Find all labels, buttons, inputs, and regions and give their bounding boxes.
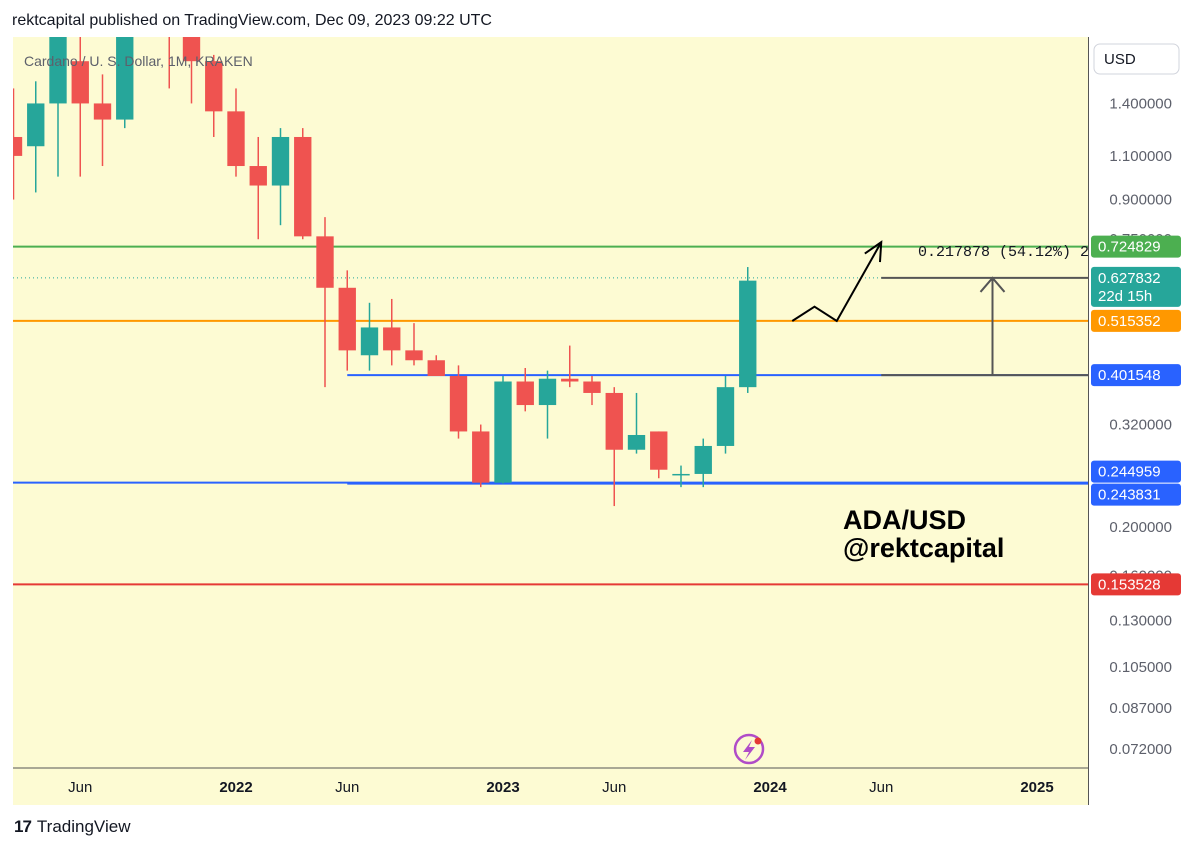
- y-tick-label: 0.087000: [1109, 700, 1172, 717]
- price-badge-label: 0.515352: [1098, 313, 1161, 330]
- y-tick-label: 0.105000: [1109, 659, 1172, 676]
- currency-button-label[interactable]: USD: [1104, 51, 1136, 68]
- projection-path: [791, 241, 883, 323]
- symbol-legend: Cardano / U. S. Dollar, 1M, KRAKEN: [24, 53, 253, 69]
- price-badge: [1091, 483, 1181, 506]
- y-tick-label: 0.320000: [1109, 417, 1172, 434]
- price-badge: [1091, 573, 1181, 596]
- candle-body: [383, 327, 401, 351]
- candle-body: [338, 287, 356, 351]
- candle-body: [605, 392, 623, 450]
- x-tick-label: 2025: [1020, 779, 1053, 796]
- candle-body: [71, 61, 89, 104]
- candle-body: [449, 375, 468, 432]
- price-badge-label: 0.153528: [1098, 576, 1161, 593]
- publish-header: rektcapital published on TradingView.com…: [12, 12, 492, 29]
- candle-body: [360, 327, 379, 356]
- tradingview-logo-icon: 17: [14, 817, 32, 836]
- x-tick-label: Jun: [602, 779, 626, 796]
- lightning-icon: [743, 740, 755, 760]
- watermark-pair: ADA/USD: [843, 505, 966, 535]
- price-scale[interactable]: [1088, 37, 1189, 805]
- footer: 17 TradingView: [14, 817, 130, 837]
- candle-body: [716, 387, 735, 446]
- y-tick-label: 0.072000: [1109, 741, 1172, 758]
- candle-body: [27, 103, 45, 147]
- price-badge: [1091, 235, 1181, 258]
- price-badge-label: 0.627832: [1098, 270, 1161, 287]
- candle-body: [316, 236, 334, 288]
- candle-body: [427, 360, 445, 376]
- candle-body: [405, 350, 423, 361]
- candle-body: [672, 473, 690, 476]
- x-tick-label: 2023: [486, 779, 519, 796]
- plot-layer: 0.217878 (54.12%) 2 ADA/USD@rektcapital Ca…: [13, 0, 1089, 765]
- candle-body: [205, 61, 223, 112]
- measure-arrowhead: [979, 276, 1006, 293]
- candle-body: [516, 381, 534, 406]
- y-tick-label: 1.400000: [1109, 95, 1172, 112]
- projection-arrowhead: [864, 240, 883, 263]
- candle-body: [739, 280, 757, 388]
- price-badge: [1091, 309, 1181, 332]
- x-tick-label: 2024: [753, 779, 787, 796]
- currency-button: [1093, 43, 1180, 75]
- candle-body: [694, 445, 712, 474]
- candle-body: [138, 0, 155, 5]
- candle-body: [116, 37, 134, 120]
- candle-body: [93, 103, 112, 120]
- candle-body: [494, 381, 512, 483]
- chart-pane[interactable]: [13, 37, 1088, 805]
- price-badge-label: 0.724829: [1098, 239, 1161, 256]
- candle-body: [561, 378, 579, 382]
- candle-body: [161, 5, 178, 37]
- price-badge-label: 0.244959: [1098, 464, 1161, 481]
- price-badge: [1091, 364, 1181, 387]
- lightning-dot: [754, 737, 762, 745]
- candle-body: [271, 136, 290, 186]
- candle-body: [538, 378, 557, 406]
- candle-body: [249, 166, 267, 186]
- watermark-author: @rektcapital: [843, 533, 1004, 563]
- x-tick-label: Jun: [68, 779, 92, 796]
- price-badge: [1091, 266, 1181, 307]
- candle-body: [627, 434, 646, 450]
- candle-body: [49, 37, 67, 104]
- candle-body: [13, 136, 23, 156]
- y-tick-label: 0.900000: [1109, 192, 1172, 209]
- measure-label: 0.217878 (54.12%) 2: [918, 244, 1089, 261]
- price-badge-label: 0.243831: [1098, 487, 1161, 504]
- y-tick-label: 1.100000: [1109, 148, 1172, 165]
- price-badge: [1091, 460, 1181, 483]
- y-tick-label: 0.200000: [1109, 519, 1172, 536]
- x-tick-label: Jun: [869, 779, 893, 796]
- lightning-badge: [733, 733, 765, 765]
- footer-brand: TradingView: [36, 817, 131, 836]
- countdown-label: 22d 15h: [1098, 288, 1152, 305]
- candle-body: [182, 37, 201, 62]
- price-badge-label: 0.401548: [1098, 367, 1161, 384]
- candle-body: [294, 136, 312, 237]
- candle-body: [583, 381, 601, 393]
- candle-body: [227, 111, 245, 167]
- candle-body: [472, 431, 490, 483]
- y-tick-label: 0.130000: [1109, 613, 1172, 630]
- x-tick-label: Jun: [335, 779, 359, 796]
- x-tick-label: 2022: [219, 779, 252, 796]
- candle-body: [650, 431, 668, 470]
